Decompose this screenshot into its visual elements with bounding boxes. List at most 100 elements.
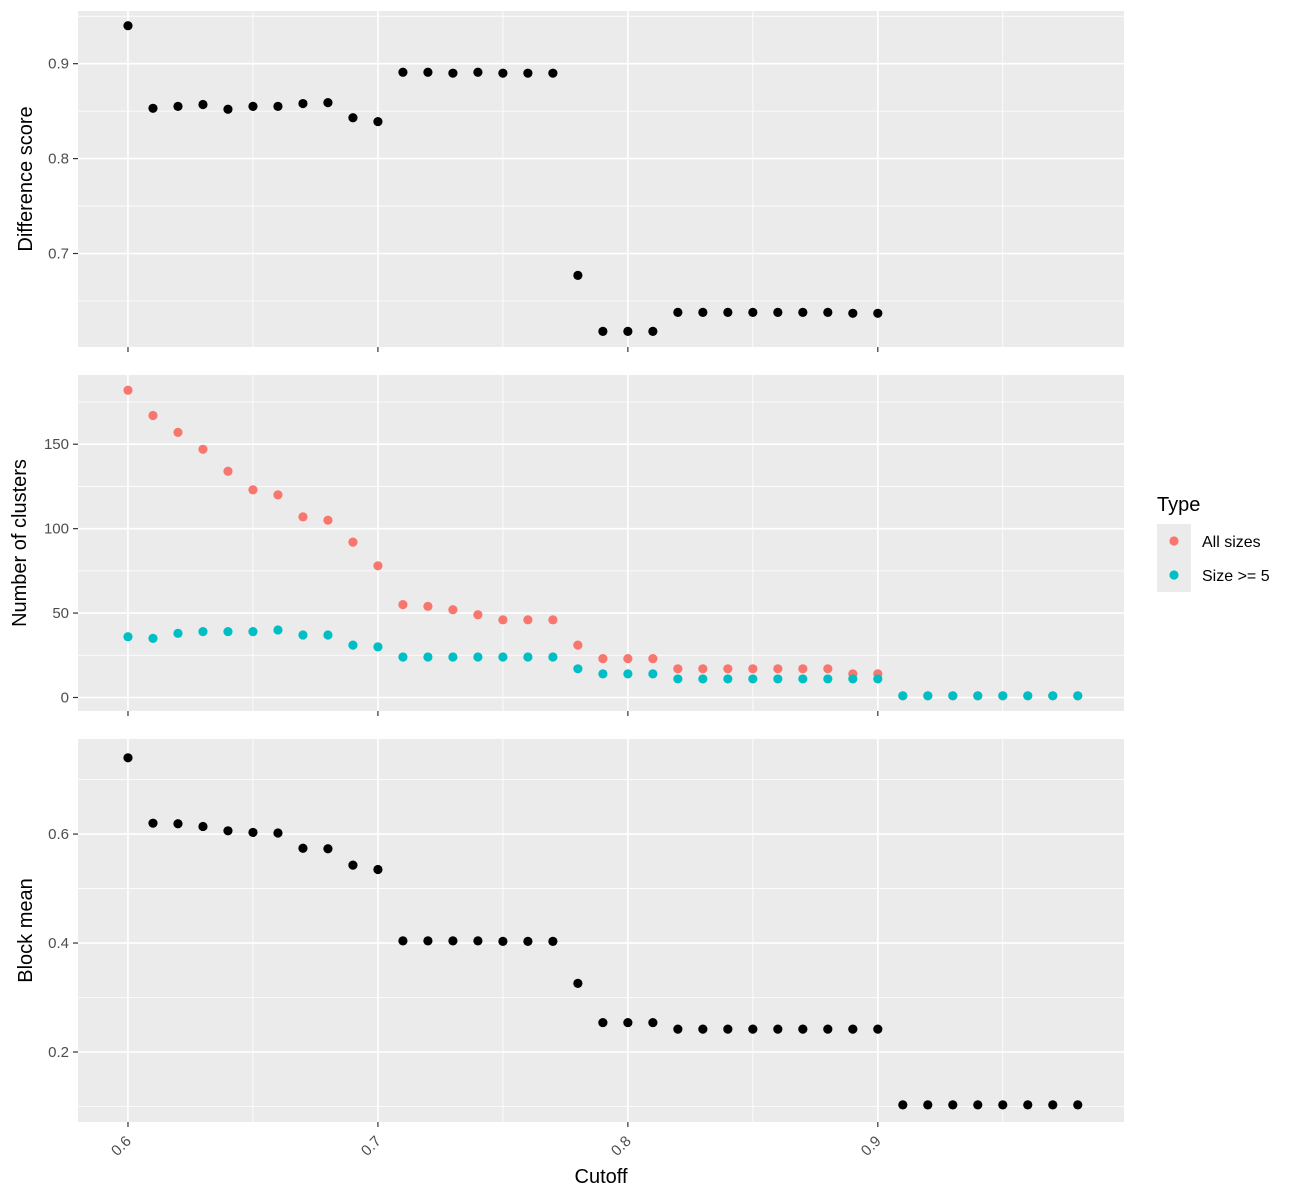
data-point: [323, 97, 333, 108]
panel-block-mean: 0.2 0.4 0.6 Block mean 0.6 0.7 0.8 0.9: [15, 739, 1124, 1160]
data-point: [298, 630, 308, 640]
x-tick-label: 0.6: [108, 1133, 135, 1160]
data-point: [323, 515, 333, 525]
data-point: [598, 669, 608, 679]
data-point: [948, 1100, 958, 1110]
data-point: [698, 674, 708, 684]
data-point: [923, 691, 933, 701]
data-point: [698, 307, 708, 317]
series-all-sizes: [123, 385, 1083, 701]
data-point: [173, 819, 183, 829]
data-point: [773, 1024, 783, 1034]
data-point: [873, 674, 883, 684]
data-point: [823, 307, 833, 317]
data-point: [623, 1017, 633, 1028]
data-point: [123, 21, 133, 31]
series-0: [123, 21, 883, 336]
data-point: [998, 691, 1008, 701]
data-point: [348, 860, 358, 870]
data-point: [448, 652, 458, 662]
data-point: [423, 936, 433, 946]
data-point: [873, 1024, 883, 1034]
data-point: [448, 605, 458, 615]
data-point: [248, 485, 258, 495]
data-point: [723, 664, 733, 674]
data-point: [523, 68, 533, 78]
data-point: [398, 652, 408, 662]
data-point: [123, 753, 133, 763]
data-point: [973, 1100, 983, 1110]
data-point: [573, 270, 583, 280]
legend-title: Type: [1157, 494, 1200, 516]
x-tick-label: 0.7: [358, 1133, 385, 1160]
data-point: [148, 410, 158, 421]
data-point: [223, 627, 233, 637]
data-point: [548, 615, 558, 625]
data-point: [248, 827, 258, 838]
data-point: [848, 1024, 858, 1034]
data-point: [173, 101, 183, 111]
data-point: [973, 691, 983, 701]
data-point: [373, 642, 383, 652]
data-point: [748, 674, 758, 684]
data-point: [223, 466, 233, 476]
data-point: [398, 936, 408, 946]
data-point: [473, 610, 483, 620]
y-tick-label: 100: [44, 521, 69, 538]
data-point: [373, 116, 383, 127]
data-point: [648, 669, 658, 679]
legend-key-all-sizes-dot: [1169, 536, 1179, 546]
y-tick-label: 150: [44, 436, 69, 453]
panel-number-of-clusters: 0 50 100 150 Number of clusters: [9, 375, 1124, 716]
legend: Type All sizes Size >= 5: [1157, 494, 1270, 592]
data-point: [948, 691, 958, 701]
data-point: [598, 326, 608, 336]
data-point: [348, 113, 358, 123]
data-point: [573, 978, 583, 988]
data-point: [273, 490, 283, 500]
y-tick-label: 0.2: [48, 1044, 69, 1061]
data-point: [648, 654, 658, 664]
data-point: [723, 307, 733, 317]
data-point: [148, 633, 158, 643]
data-point: [498, 936, 508, 946]
data-point: [673, 664, 683, 674]
data-point: [798, 307, 808, 317]
y-axis-title: Block mean: [15, 878, 37, 983]
x-axis-title: Cutoff: [575, 1166, 628, 1188]
data-point: [423, 601, 433, 611]
data-point: [573, 640, 583, 650]
data-point: [698, 1024, 708, 1034]
data-point: [423, 652, 433, 662]
data-point: [648, 326, 658, 336]
data-point: [898, 1100, 908, 1110]
data-point: [248, 627, 258, 637]
data-point: [1073, 691, 1083, 701]
panel-background: [78, 11, 1124, 347]
data-point: [223, 826, 233, 836]
legend-label-all-sizes: All sizes: [1202, 534, 1261, 551]
data-point: [848, 674, 858, 684]
data-point: [1023, 1100, 1033, 1110]
data-point: [548, 68, 558, 78]
data-point: [673, 1024, 683, 1034]
data-point: [798, 674, 808, 684]
data-point: [1073, 1100, 1083, 1110]
y-tick-label: 50: [52, 605, 69, 622]
data-point: [473, 67, 483, 77]
data-point: [298, 512, 308, 522]
data-point: [123, 385, 133, 395]
data-point: [423, 67, 433, 77]
data-point: [523, 615, 533, 625]
data-point: [698, 664, 708, 674]
data-point: [448, 68, 458, 78]
data-point: [723, 1024, 733, 1034]
data-point: [398, 600, 408, 610]
data-point: [1048, 1100, 1058, 1110]
data-point: [348, 640, 358, 650]
data-point: [273, 828, 283, 838]
data-point: [273, 625, 283, 635]
data-point: [248, 101, 258, 111]
data-point: [298, 843, 308, 853]
